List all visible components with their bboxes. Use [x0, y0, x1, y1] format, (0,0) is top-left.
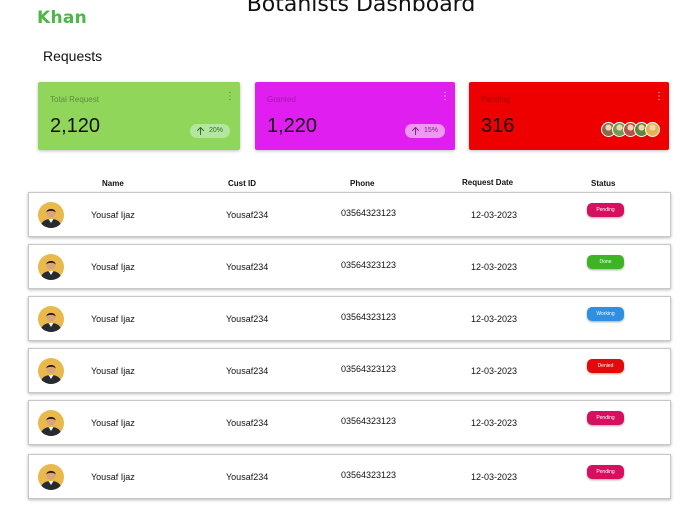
- growth-badge: 15%: [404, 124, 445, 138]
- page-title: Botanists Dashboard: [246, 0, 476, 17]
- customer-id: Yousaf234: [226, 210, 269, 220]
- request-date: 12-03-2023: [471, 210, 518, 220]
- table-row[interactable]: Yousaf Ijaz Yousaf234 03564323123 12-03-202…: [28, 348, 671, 393]
- column-header-cust-id: Cust ID: [228, 179, 256, 188]
- pending-card[interactable]: Pending 316 ⋮: [469, 82, 669, 150]
- phone-number: 03564323123: [341, 470, 397, 480]
- status-badge[interactable]: Working: [587, 307, 624, 321]
- request-date: 12-03-2023: [471, 314, 518, 324]
- status-badge[interactable]: Done: [587, 255, 624, 269]
- customer-name: Yousaf Ijaz: [91, 314, 135, 324]
- granted-card[interactable]: Granted 1,220 ⋮ 15%: [255, 82, 455, 150]
- column-header-request-date: Request Date: [462, 178, 514, 187]
- customer-id: Yousaf234: [226, 366, 269, 376]
- user-avatar: [645, 122, 660, 137]
- more-options-icon[interactable]: ⋮: [440, 91, 450, 102]
- phone-number: 03564323123: [341, 312, 397, 322]
- table-row[interactable]: Yousaf Ijaz Yousaf234 03564323123 12-03-202…: [28, 400, 671, 445]
- avatar: [38, 358, 64, 384]
- card-value: 1,220: [267, 115, 318, 137]
- request-date: 12-03-2023: [471, 472, 518, 482]
- customer-name: Yousaf Ijaz: [91, 366, 135, 376]
- request-date: 12-03-2023: [471, 366, 518, 376]
- customer-name: Yousaf Ijaz: [91, 472, 135, 482]
- customer-id: Yousaf234: [226, 418, 269, 428]
- section-title: Requests: [43, 48, 103, 64]
- customer-name: Yousaf Ijaz: [91, 262, 135, 272]
- more-options-icon[interactable]: ⋮: [225, 91, 235, 102]
- phone-number: 03564323123: [341, 208, 397, 218]
- column-header-status: Status: [591, 179, 616, 188]
- card-label: Pending: [481, 95, 511, 104]
- phone-number: 03564323123: [341, 260, 397, 270]
- avatar: [38, 202, 64, 228]
- customer-id: Yousaf234: [226, 472, 269, 482]
- growth-value: 20%: [208, 127, 223, 134]
- avatar: [38, 464, 64, 490]
- brand-logo: Khan: [37, 8, 88, 28]
- customer-id: Yousaf234: [226, 314, 269, 324]
- table-row[interactable]: Yousaf Ijaz Yousaf234 03564323123 12-03-202…: [28, 454, 671, 499]
- avatar: [38, 254, 64, 280]
- table-row[interactable]: Yousaf Ijaz Yousaf234 03564323123 12-03-202…: [28, 244, 671, 289]
- request-date: 12-03-2023: [471, 418, 518, 428]
- customer-name: Yousaf Ijaz: [91, 418, 135, 428]
- phone-number: 03564323123: [341, 364, 397, 374]
- card-value: 316: [481, 115, 515, 137]
- status-badge[interactable]: Denied: [587, 359, 624, 373]
- column-header-phone: Phone: [350, 179, 375, 188]
- column-header-name: Name: [102, 179, 124, 188]
- status-badge[interactable]: Pending: [587, 465, 624, 479]
- request-date: 12-03-2023: [471, 262, 518, 272]
- table-row[interactable]: Yousaf Ijaz Yousaf234 03564323123 12-03-202…: [28, 296, 671, 341]
- card-label: Total Request: [50, 95, 99, 104]
- status-badge[interactable]: Pending: [587, 203, 624, 217]
- arrow-up-icon: [411, 127, 419, 135]
- more-options-icon[interactable]: ⋮: [654, 91, 664, 102]
- card-value: 2,120: [50, 115, 101, 137]
- customer-name: Yousaf Ijaz: [91, 210, 135, 220]
- avatar: [38, 306, 64, 332]
- arrow-up-icon: [196, 127, 204, 135]
- status-badge[interactable]: Pending: [587, 411, 624, 425]
- total-request-card[interactable]: Total Request 2,120 ⋮ 20%: [38, 82, 240, 150]
- avatar: [38, 410, 64, 436]
- growth-badge: 20%: [189, 124, 230, 138]
- customer-id: Yousaf234: [226, 262, 269, 272]
- table-row[interactable]: Yousaf Ijaz Yousaf234 03564323123 12-03-202…: [28, 192, 671, 237]
- card-label: Granted: [267, 95, 296, 104]
- avatar-group: [601, 122, 660, 137]
- table-header: Name Cust ID Phone Request Date Status: [0, 178, 700, 190]
- growth-value: 15%: [423, 127, 438, 134]
- phone-number: 03564323123: [341, 416, 397, 426]
